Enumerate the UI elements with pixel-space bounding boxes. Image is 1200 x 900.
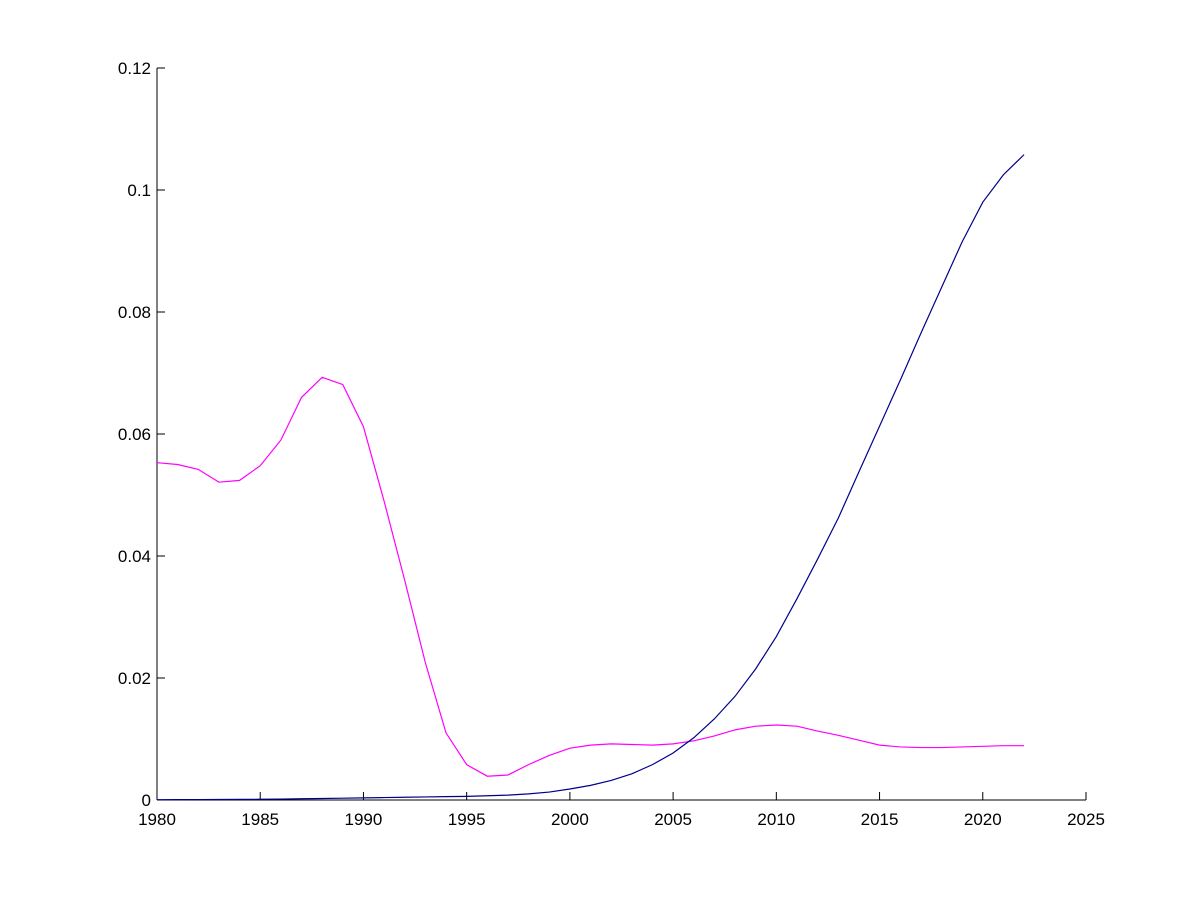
y-tick-label: 0.1 — [127, 181, 151, 200]
x-tick-label: 2020 — [964, 810, 1002, 829]
x-tick-label: 1995 — [448, 810, 486, 829]
y-tick-label: 0.12 — [118, 59, 151, 78]
line-series — [156, 376, 1025, 777]
y-tick-label: 0.08 — [118, 303, 151, 322]
x-tick-label: 2005 — [654, 810, 692, 829]
line-series — [156, 154, 1025, 801]
y-tick-label: 0 — [142, 791, 151, 810]
x-tick-label: 1990 — [345, 810, 383, 829]
x-tick-label: 2010 — [757, 810, 795, 829]
y-tick-label: 0.06 — [118, 425, 151, 444]
y-tick-label: 0.04 — [118, 547, 151, 566]
x-tick-label: 2000 — [551, 810, 589, 829]
y-tick-label: 0.02 — [118, 669, 151, 688]
x-tick-label: 1980 — [138, 810, 176, 829]
x-tick-label: 2015 — [861, 810, 899, 829]
x-tick-label: 1985 — [241, 810, 279, 829]
x-tick-label: 2025 — [1067, 810, 1105, 829]
